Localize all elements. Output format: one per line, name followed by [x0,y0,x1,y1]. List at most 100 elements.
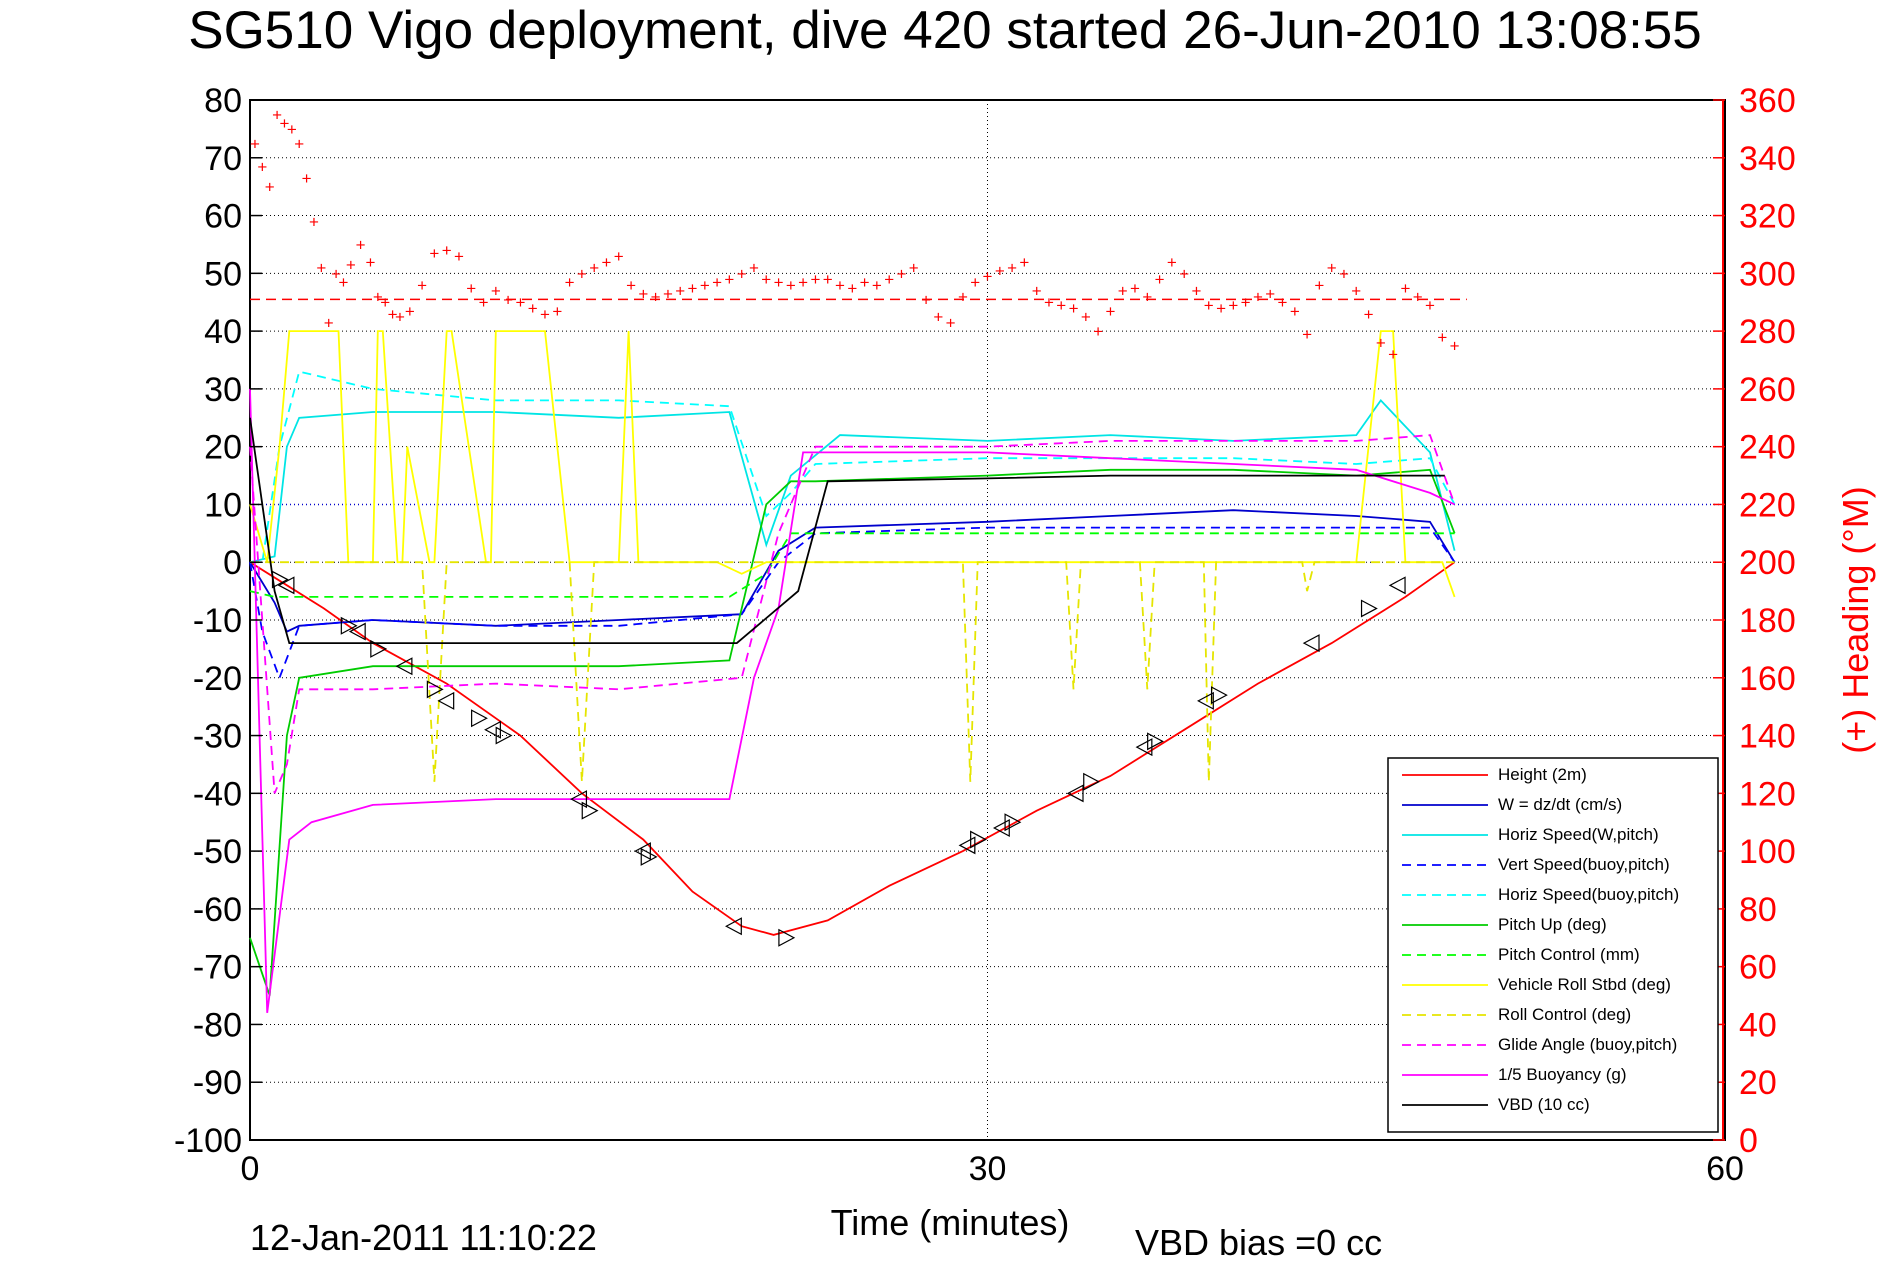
y-tick-label: -60 [193,891,242,929]
y-tick-label: 20 [204,429,242,467]
y2-tick-label: 160 [1739,660,1796,698]
depth-marker [277,576,295,595]
heading-point: + [577,264,587,283]
heading-point: + [1339,264,1349,283]
y-tick-label: 0 [223,544,242,582]
heading-point: + [1118,282,1128,301]
heading-point: + [749,259,759,278]
y2-tick-label: 340 [1739,140,1796,178]
heading-point: + [1019,253,1029,272]
heading-point: + [1327,259,1337,278]
heading-point: + [589,259,599,278]
depth-marker [1083,772,1101,791]
heading-point: + [442,241,452,260]
heading-point: + [601,253,611,272]
heading-point: + [272,105,282,124]
heading-point: + [810,270,820,289]
y-tick-label: 70 [204,140,242,178]
heading-point: + [1069,299,1079,318]
x-tick-label: 30 [969,1150,1007,1188]
heading-point: + [700,276,710,295]
legend: Height (2m) W = dz/dt (cm/s) Horiz Speed(W… [1387,757,1719,1133]
heading-point: + [565,273,575,292]
y2-tick-label: 240 [1739,429,1796,467]
y2-tick-label: 360 [1739,82,1796,120]
depth-marker [495,726,513,745]
depth-marker [581,801,599,820]
y2-tick-label: 0 [1739,1122,1758,1160]
depth-marker [1197,691,1214,710]
heading-point: + [1130,279,1140,298]
heading-point: + [515,293,525,312]
heading-point: + [331,264,341,283]
heading-point: + [1142,287,1152,306]
heading-point: + [429,244,439,263]
heading-point: + [638,285,648,304]
heading-point: + [503,290,513,309]
legend-label: 1/5 Buoyancy (g) [1498,1065,1627,1084]
heading-point: + [1056,296,1066,315]
depth-marker [426,680,444,699]
depth-marker [1004,813,1022,832]
y2-tick-label: 220 [1739,486,1796,524]
legend-box [1387,757,1719,1133]
y2-tick-label: 100 [1739,833,1796,871]
heading-point: + [737,264,747,283]
heading-point: + [847,279,857,298]
heading-point: + [417,276,427,295]
y2-tick-label: 80 [1739,891,1777,929]
heading-point: + [1155,270,1165,289]
legend-label: Vert Speed(buoy,pitch) [1498,855,1670,874]
depth-marker [1302,634,1320,653]
heading-point: + [373,287,383,306]
depth-marker [725,917,742,936]
y-tick-label: 50 [204,255,242,293]
heading-point: + [479,293,489,312]
y-tick-label: 40 [204,313,242,351]
right-axis-ticks: 3603403203002802602402202001801601401201… [1713,82,1796,1160]
left-axis-ticks: 80 70 60 50 40 30 20 10 0 -10 -20 -30 -40 -50 -60 -70 -8… [174,82,262,1160]
series-line-pitch [249,468,1456,996]
heading-point: + [909,259,919,278]
heading-point: + [552,302,562,321]
legend-label: Glide Angle (buoy,pitch) [1498,1035,1677,1054]
heading-point: + [380,293,390,312]
series-line-vert_buoy [249,526,1456,681]
y-tick-label: -20 [193,660,242,698]
heading-point: + [250,134,260,153]
y2-tick-label: 180 [1739,602,1796,640]
heading-point: + [454,247,464,266]
heading-point: + [1032,282,1042,301]
heading-point: + [287,120,297,139]
series-line-horiz_buoy [250,370,1456,564]
y2-tick-label: 40 [1739,1006,1777,1044]
y-tick-label: 30 [204,371,242,409]
y-tick-label: -100 [174,1122,242,1160]
heading-point: + [983,267,993,286]
heading-point: + [1302,325,1312,344]
depth-marker [1360,599,1378,618]
depth-marker [370,639,388,658]
heading-point: + [540,305,550,324]
x-axis-label: Time (minutes) [831,1202,1070,1243]
footer-vbd-bias: VBD bias =0 cc [1135,1222,1382,1262]
heading-point: + [265,178,275,197]
heading-point: + [1007,259,1017,278]
heading-point: + [466,279,476,298]
series-line-horiz_w [249,398,1456,564]
legend-label: VBD (10 cc) [1498,1095,1590,1114]
x-tick-label: 60 [1706,1150,1744,1188]
heading-point: + [835,276,845,295]
y2-tick-label: 260 [1739,371,1796,409]
y2-tick-label: 300 [1739,255,1796,293]
y2-tick-label: 140 [1739,718,1796,756]
heading-point: + [1081,308,1091,327]
y-tick-label: 60 [204,198,242,236]
heading-point: + [1400,279,1410,298]
y-tick-label: -40 [193,775,242,813]
heading-point: + [395,308,405,327]
y2-tick-label: 200 [1739,544,1796,582]
depth-marker [271,570,289,589]
heading-point: + [786,276,796,295]
heading-point: + [884,270,894,289]
